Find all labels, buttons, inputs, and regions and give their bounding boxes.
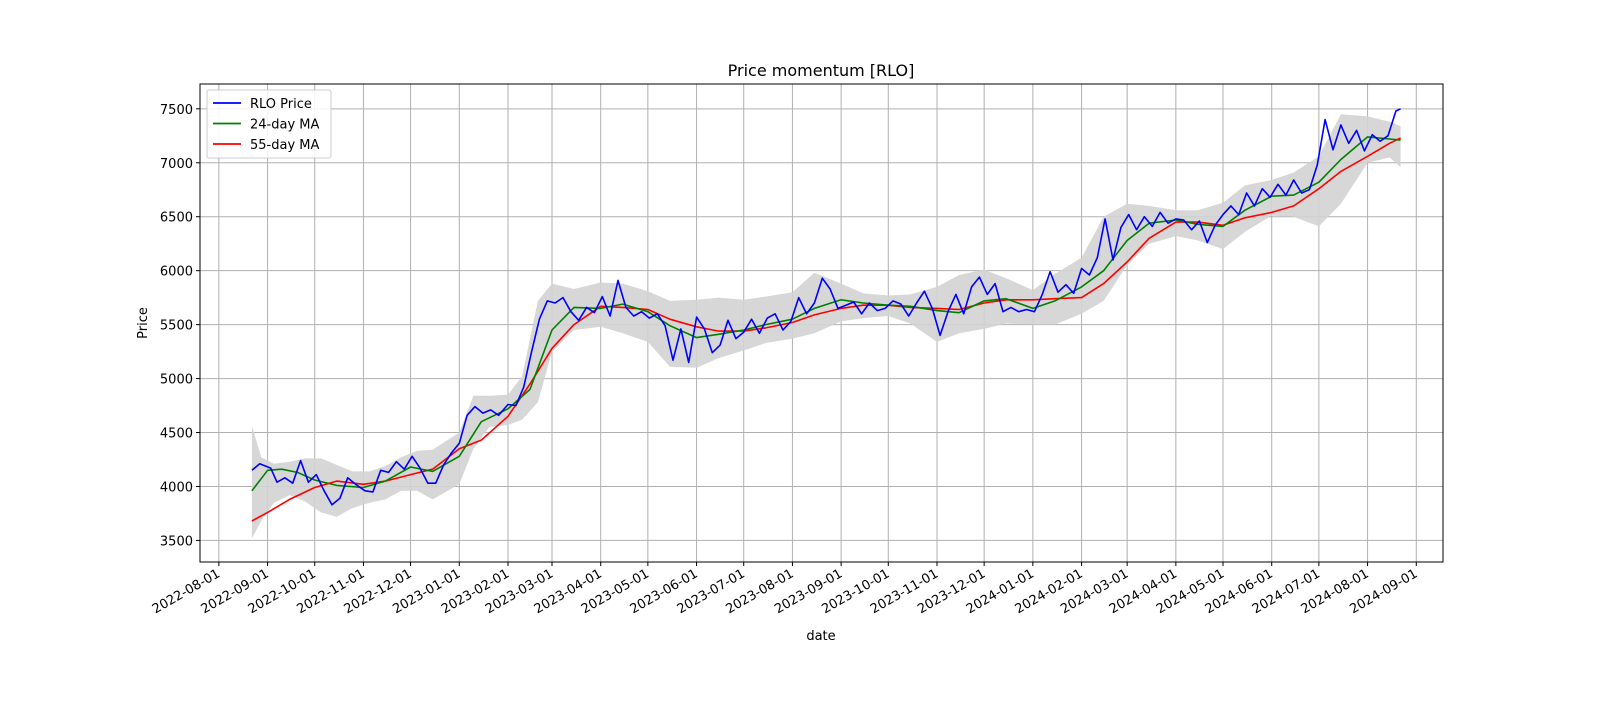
volatility-band-area [251, 114, 1401, 539]
plot-frame [199, 83, 1444, 563]
volatility-band [251, 114, 1401, 539]
y-tick-label: 7500 [160, 103, 193, 118]
chart-title: Price momentum [RLO] [728, 61, 915, 80]
y-tick-label: 5000 [160, 373, 193, 388]
legend-box [206, 89, 332, 159]
y-tick-label: 6000 [160, 265, 193, 280]
y-tick-label: 6500 [160, 211, 193, 226]
legend-label: 55-day MA [250, 138, 319, 153]
series-lines [251, 108, 1401, 522]
y-tick-label: 5500 [160, 319, 193, 334]
y-tick-label: 4000 [160, 480, 193, 495]
price-series-line [251, 108, 1401, 506]
legend-label: 24-day MA [250, 118, 319, 133]
x-axis-label: date [806, 629, 835, 644]
y-tick-label: 3500 [160, 534, 193, 549]
y-axis-label: Price [136, 307, 151, 339]
y-axis: 3500 4000 4500 5000 5500 6000 6500 7000 7500 [160, 103, 200, 549]
y-tick-label: 7000 [160, 157, 193, 172]
ma-55-series-line [251, 137, 1401, 522]
legend: RLO Price 24-day MA 55-day MA [206, 89, 332, 159]
legend-label: RLO Price [250, 97, 312, 112]
y-tick-label: 4500 [160, 427, 193, 442]
